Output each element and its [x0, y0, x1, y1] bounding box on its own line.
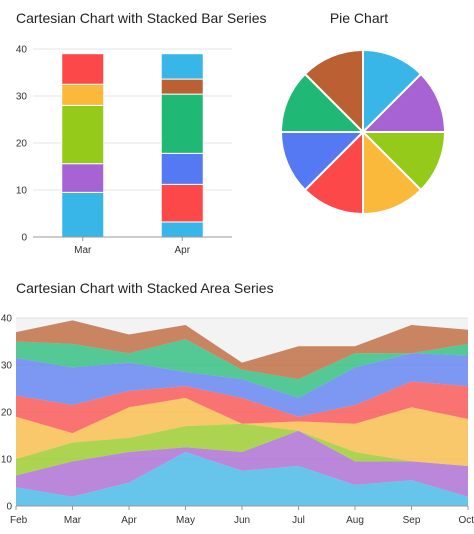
area-chart-areas: [16, 320, 468, 506]
pie-chart-slices: [279, 48, 447, 216]
pie-slice: [362, 129, 423, 216]
area-series: [16, 430, 468, 497]
bar-y-tick-label: 20: [16, 139, 28, 150]
bar-y-tick-label: 30: [16, 92, 28, 103]
bar-segment: [160, 53, 204, 80]
bar-segment: [61, 83, 105, 106]
area-y-tick-label: 30: [1, 361, 13, 372]
bar-y-tick-label: 10: [16, 186, 28, 197]
bar-segment: [61, 104, 105, 165]
bar-segment: [61, 191, 105, 238]
bar-segment: [160, 152, 204, 185]
area-y-tick-label: 10: [1, 455, 13, 466]
bar-segment: [160, 93, 204, 154]
stacked-bar-chart: Cartesian Chart with Stacked Bar Series …: [16, 10, 267, 256]
area-y-tick-label: 40: [1, 314, 13, 325]
bar-segment: [61, 163, 105, 193]
area-x-tick-label: Jun: [234, 515, 250, 526]
bar-segment: [61, 53, 105, 85]
bar-segment: [160, 183, 204, 223]
pie-chart: Pie Chart: [279, 10, 447, 216]
area-series: [16, 451, 468, 506]
bar-x-tick-label: Apr: [174, 245, 190, 256]
area-chart-axes: 0 10 20 30 40 Feb Mar Apr May Jun Jul Aug Sep Oct: [1, 314, 474, 527]
pie-slice: [362, 48, 423, 135]
area-series: [16, 339, 468, 398]
area-series: [16, 353, 468, 417]
area-x-tick-label: Feb: [10, 515, 28, 526]
area-x-tick-label: Oct: [458, 515, 474, 526]
bar-chart-bars: [61, 53, 204, 238]
pie-slice: [360, 131, 447, 192]
area-x-tick-label: May: [176, 515, 195, 526]
area-y-tick-label: 0: [6, 502, 12, 513]
area-series: [16, 423, 468, 476]
pie-slice: [303, 129, 364, 216]
bar-segment: [160, 221, 204, 238]
area-series: [16, 397, 468, 467]
pie-slice: [360, 72, 447, 133]
area-series: [16, 381, 468, 434]
bar-chart-axes: 0 10 20 30 40 Mar Apr: [16, 45, 232, 256]
pie-slice: [279, 72, 366, 133]
area-y-tick-label: 20: [1, 408, 13, 419]
area-x-tick-label: Mar: [64, 515, 82, 526]
area-x-tick-label: Aug: [346, 515, 364, 526]
pie-slice: [279, 131, 366, 192]
area-x-tick-label: Jul: [292, 515, 305, 526]
area-x-tick-label: Sep: [403, 515, 421, 526]
bar-y-tick-label: 0: [21, 233, 27, 244]
area-x-tick-label: Apr: [121, 515, 137, 526]
stacked-area-chart: Cartesian Chart with Stacked Area Series…: [1, 280, 474, 526]
pie-chart-title: Pie Chart: [330, 10, 388, 26]
bar-segment: [160, 78, 204, 95]
bar-x-tick-label: Mar: [74, 245, 92, 256]
area-chart-title: Cartesian Chart with Stacked Area Series: [16, 280, 274, 296]
bar-chart-title: Cartesian Chart with Stacked Bar Series: [16, 10, 267, 26]
bar-y-tick-label: 40: [16, 45, 28, 56]
area-series: [16, 320, 468, 380]
pie-slice: [303, 48, 364, 135]
